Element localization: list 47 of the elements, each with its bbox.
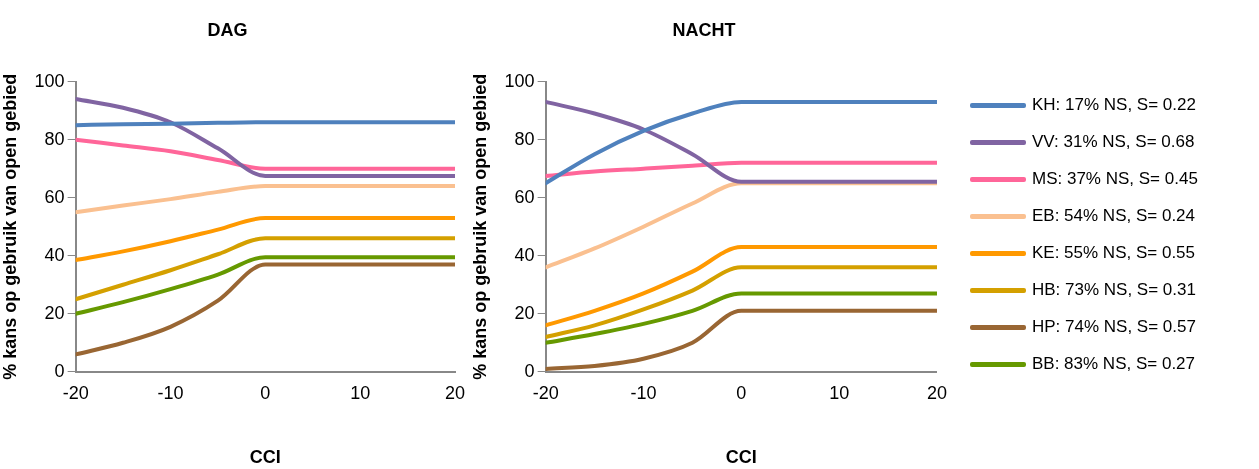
- x-axis-title: CCI: [725, 447, 757, 468]
- y-tick-label: 60: [44, 186, 65, 207]
- line-series: [75, 184, 455, 215]
- x-tick-label: -20: [62, 382, 89, 403]
- line-series: [75, 97, 455, 178]
- y-tick-label: 20: [514, 302, 535, 323]
- y-tick-label: 80: [514, 128, 535, 149]
- legend-label: HP: 74% NS, S= 0.57: [1032, 317, 1196, 337]
- y-tick-label: 80: [44, 128, 65, 149]
- x-tick-label: 10: [829, 382, 850, 403]
- legend-label: BB: 83% NS, S= 0.27: [1032, 354, 1196, 374]
- y-tick-label: 20: [44, 302, 65, 323]
- y-axis-title: % kans op gebruik van open gebied: [0, 73, 20, 380]
- line-series: [75, 236, 455, 302]
- line-series: [545, 245, 937, 328]
- legend-label: HB: 73% NS, S= 0.31: [1032, 280, 1196, 300]
- y-tick-label: 60: [514, 186, 535, 207]
- line-series: [545, 291, 937, 345]
- x-tick-label: -10: [630, 382, 657, 403]
- x-tick-label: 0: [736, 382, 747, 403]
- legend-label: VV: 31% NS, S= 0.68: [1032, 132, 1195, 152]
- x-axis-title: CCI: [249, 447, 281, 468]
- y-tick-label: 100: [504, 70, 535, 91]
- line-series: [75, 137, 455, 171]
- x-tick-label: 0: [260, 382, 271, 403]
- legend-label: KH: 17% NS, S= 0.22: [1032, 95, 1196, 115]
- chart-title: DAG: [207, 19, 248, 40]
- y-tick-label: 40: [44, 244, 65, 265]
- y-tick-label: 0: [524, 360, 535, 381]
- line-series: [75, 255, 455, 316]
- x-tick-label: 20: [926, 382, 947, 403]
- x-tick-label: 20: [444, 382, 466, 403]
- legend-label: EB: 54% NS, S= 0.24: [1032, 206, 1196, 226]
- line-series: [545, 265, 937, 339]
- line-series: [75, 215, 455, 263]
- y-tick-label: 100: [34, 70, 65, 91]
- legend-label: MS: 37% NS, S= 0.45: [1032, 169, 1198, 189]
- y-axis-title: % kans op gebruik van open gebied: [469, 73, 490, 380]
- y-tick-label: 40: [514, 244, 535, 265]
- line-series: [75, 262, 455, 357]
- x-tick-label: 10: [350, 382, 371, 403]
- legend-label: KE: 55% NS, S= 0.55: [1032, 243, 1196, 263]
- x-tick-label: -20: [532, 382, 559, 403]
- line-series: [545, 160, 937, 178]
- chart-title: NACHT: [672, 19, 736, 40]
- x-tick-label: -10: [157, 382, 184, 403]
- y-tick-label: 0: [54, 360, 65, 381]
